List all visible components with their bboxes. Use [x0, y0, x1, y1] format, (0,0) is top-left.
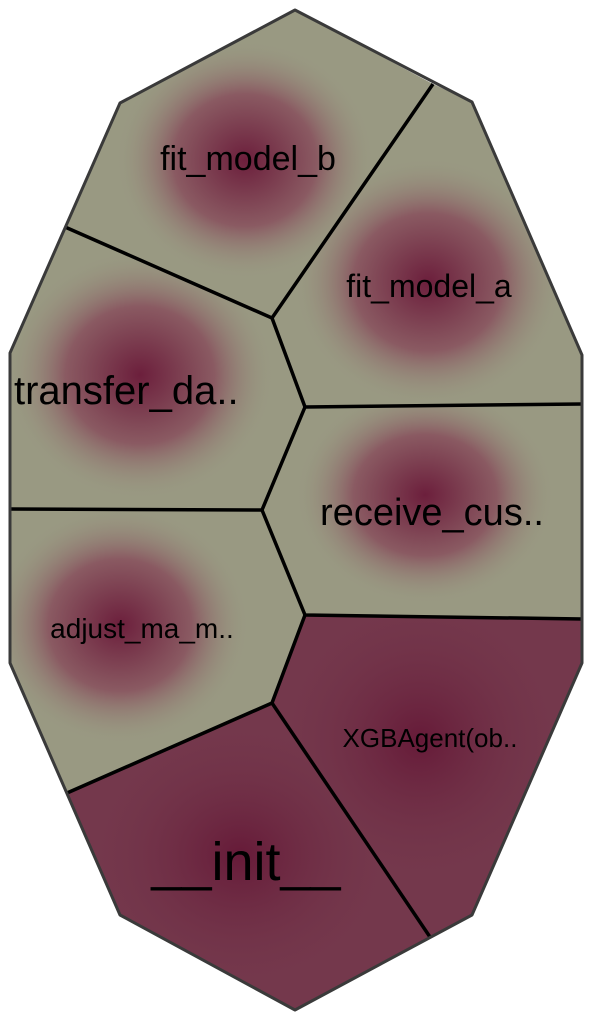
cell-fit-model-a-glow [293, 157, 563, 407]
cell-fit-model-b[interactable]: fit_model_b [65, 10, 433, 318]
cell-fit-model-b-glow [115, 40, 375, 280]
cell-receive-cus-label: receive_cus.. [320, 492, 544, 534]
cell-xgbagent-label: XGBAgent(ob.. [343, 723, 518, 753]
cell-fit-model-a-label: fit_model_a [346, 268, 512, 304]
cell-receive-cus-glow [295, 404, 555, 605]
cell-fit-model-b-label: fit_model_b [160, 140, 336, 178]
border-line [270, 702, 432, 938]
cell-receive-cus[interactable]: receive_cus.. [262, 385, 582, 619]
cell-init[interactable]: __init__ [67, 703, 430, 1010]
cell-fit-model-a[interactable]: fit_model_a [272, 84, 582, 407]
cell-transfer-da-glow [10, 250, 275, 500]
cell-adjust-ma-m-label: adjust_ma_m.. [50, 613, 234, 644]
cell-init-label: __init__ [150, 832, 341, 892]
cell-transfer-da[interactable]: transfer_da.. [5, 227, 305, 510]
cell-borders [9, 83, 583, 938]
treemap-outline [8, 8, 584, 1012]
cell-init-glow [80, 715, 400, 995]
cell-transfer-da-label: transfer_da.. [14, 369, 239, 413]
cell-adjust-ma-m-glow [10, 509, 250, 745]
cell-adjust-ma-m[interactable]: adjust_ma_m.. [0, 505, 305, 793]
